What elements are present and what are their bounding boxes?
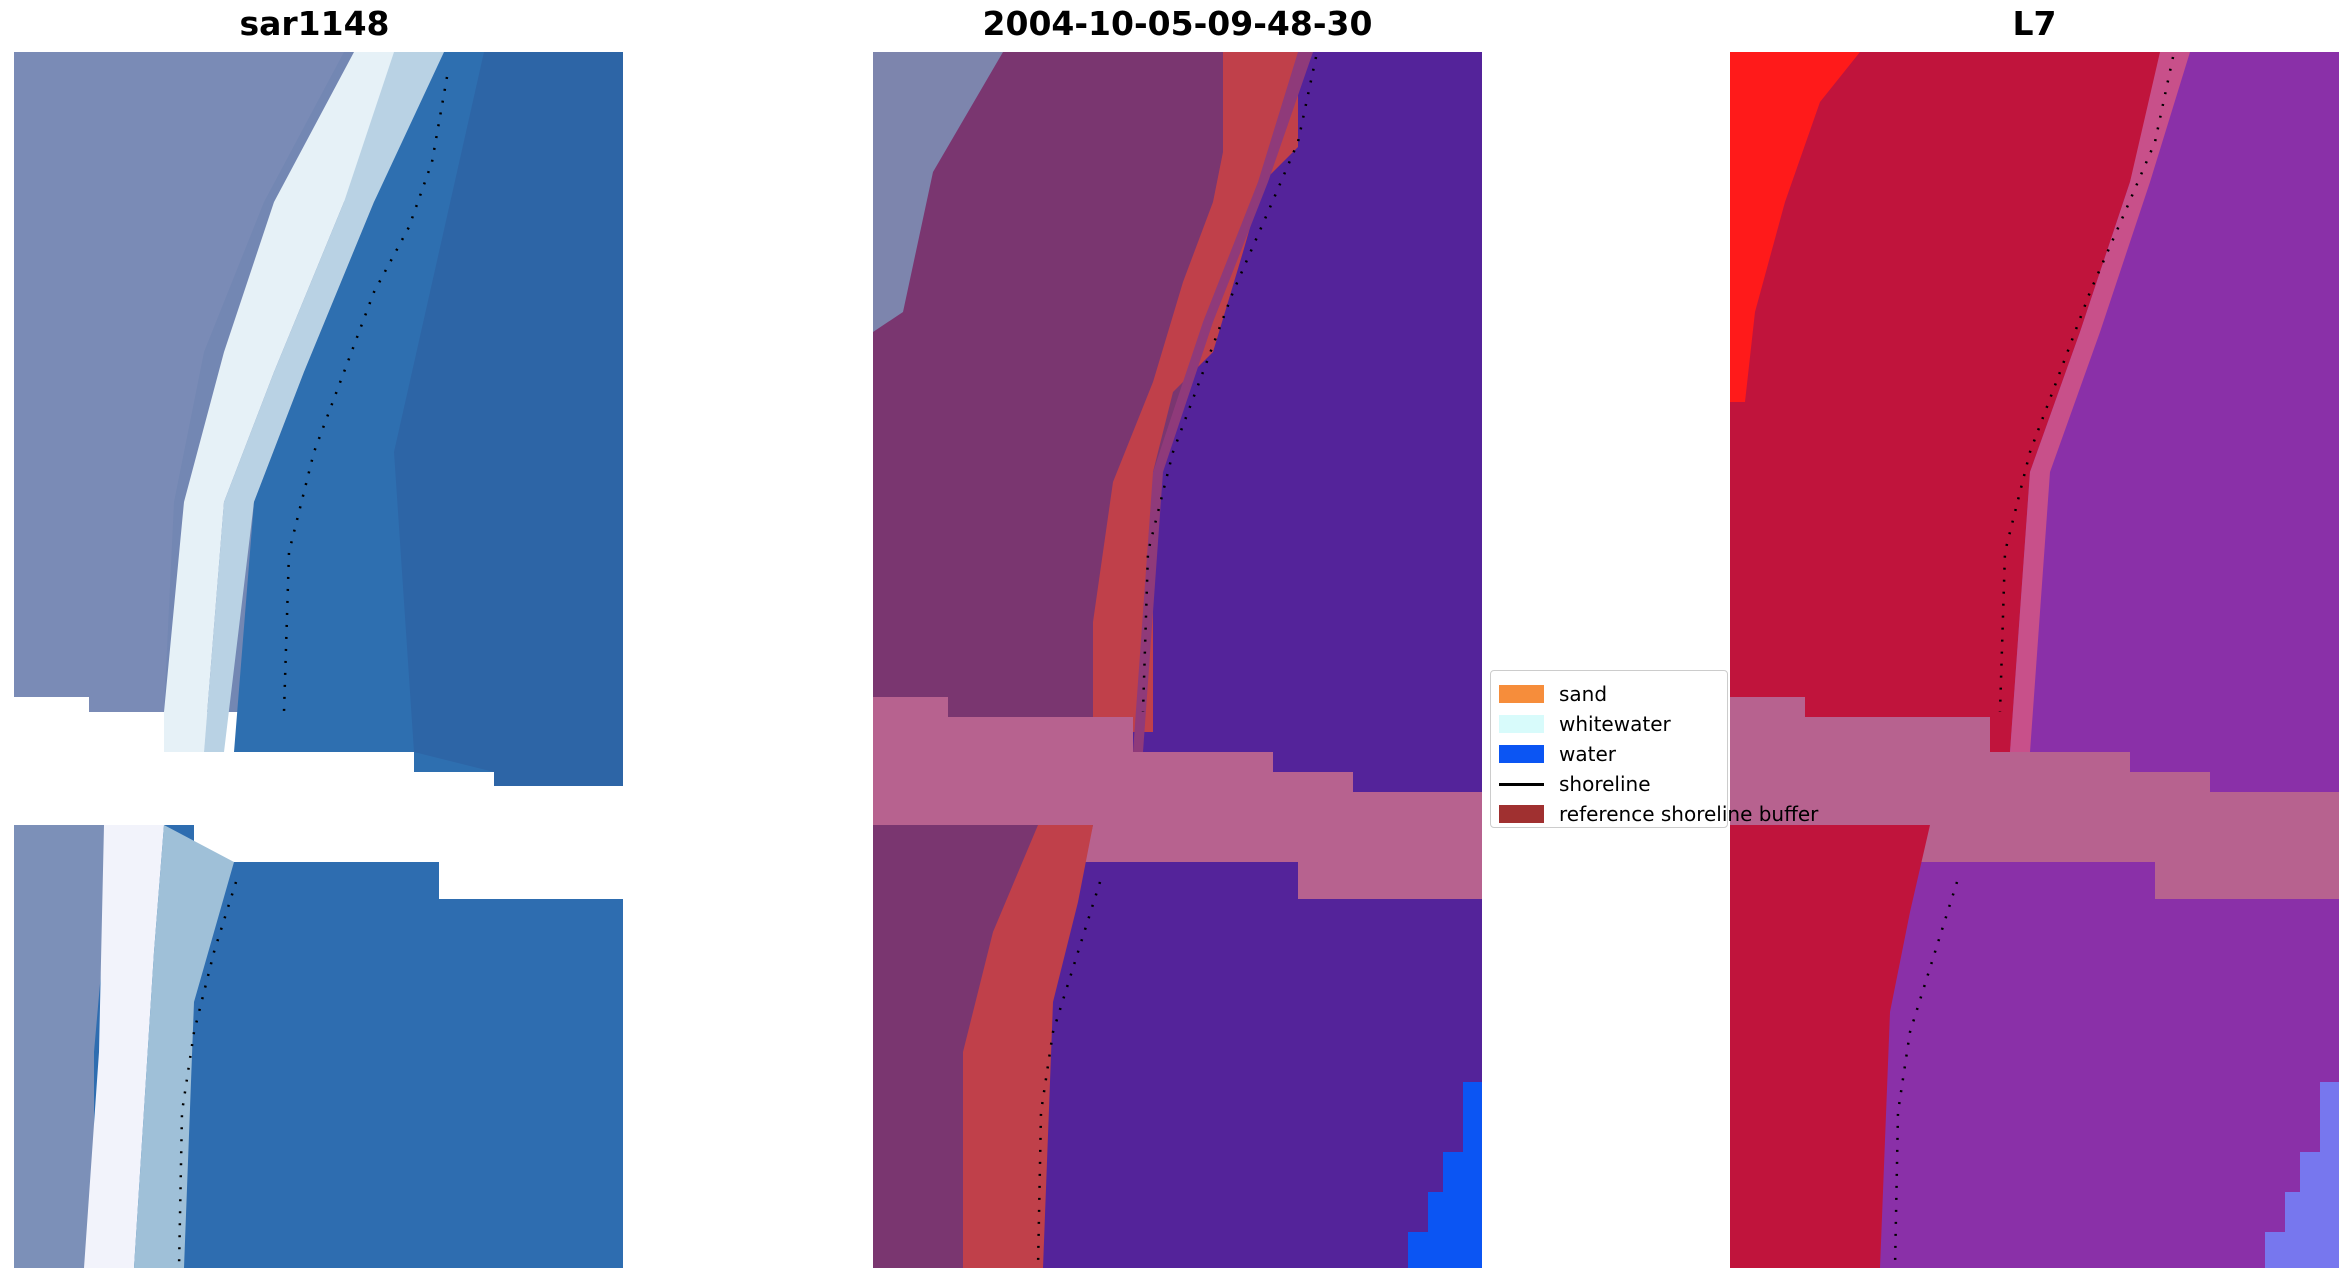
legend-label: shoreline — [1559, 772, 1651, 796]
index-image — [1730, 52, 2339, 1268]
buffer-swatch — [1499, 805, 1544, 823]
index-image-panel — [1730, 52, 2339, 1268]
legend-label: sand — [1559, 682, 1608, 706]
shoreline-bottom — [1893, 881, 1959, 1268]
legend-item-water: water — [1499, 739, 1727, 769]
classified-image-panel — [873, 52, 1482, 1268]
legend-item-buffer: reference shoreline buffer — [1499, 799, 1818, 829]
shoreline-top — [282, 76, 449, 713]
shoreline-bottom — [1036, 881, 1102, 1268]
legend: sand whitewater water shoreline referenc… — [1490, 670, 1818, 829]
water-swatch — [1499, 745, 1544, 763]
rgb-image — [14, 52, 623, 1268]
rgb-image-panel — [14, 52, 623, 1268]
legend-item-sand: sand — [1499, 679, 1727, 709]
legend-label: water — [1559, 742, 1616, 766]
shoreline-swatch — [1499, 782, 1544, 786]
panel-title-index: L7 — [2012, 4, 2057, 43]
legend-item-whitewater: whitewater — [1499, 709, 1727, 739]
sand-swatch — [1499, 685, 1544, 703]
legend-label: whitewater — [1559, 712, 1671, 736]
shoreline-bottom — [177, 881, 238, 1268]
panel-title-classified: 2004-10-05-09-48-30 — [982, 4, 1373, 43]
classified-image — [873, 52, 1482, 1268]
legend-label: reference shoreline buffer — [1559, 802, 1819, 826]
legend-item-shoreline: shoreline — [1499, 769, 1727, 799]
panel-title-rgb: sar1148 — [239, 4, 390, 43]
whitewater-swatch — [1499, 715, 1544, 733]
